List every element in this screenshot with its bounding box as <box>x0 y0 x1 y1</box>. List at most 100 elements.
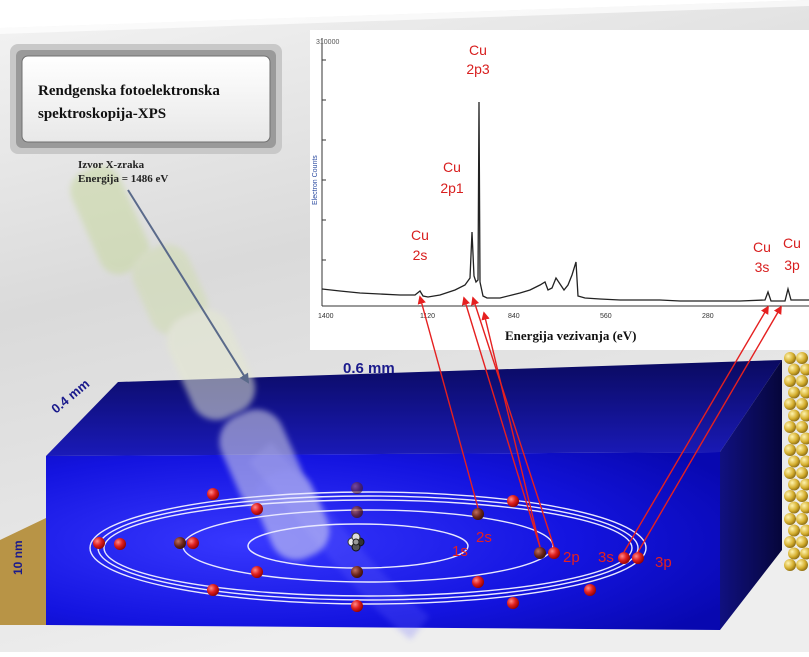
gold-atom <box>788 547 800 560</box>
gold-atom <box>788 524 800 537</box>
gold-atom <box>800 363 809 376</box>
dimension-height: 10 nm <box>11 540 25 575</box>
block-side-face <box>720 360 782 630</box>
gold-atom <box>784 421 796 433</box>
gold-atom <box>784 559 796 571</box>
source-line-2: Energija = 1486 eV <box>78 173 168 185</box>
electron <box>174 537 186 549</box>
gold-atom <box>796 375 808 387</box>
electron <box>472 576 484 588</box>
electron <box>584 584 596 596</box>
spectrum-y-ticks <box>322 59 326 261</box>
emission-arrows <box>417 295 782 553</box>
electron <box>618 552 630 564</box>
gold-atom <box>788 432 800 445</box>
title-line-2: spektroskopija-XPS <box>38 106 166 122</box>
gold-atom <box>796 559 808 571</box>
title-box: Rendgenska fotoelektronska spektroskopij… <box>10 44 282 154</box>
spectrum-x-tick-labels: 1400 1120 840 560 280 <box>318 313 714 320</box>
title-line-1: Rendgenska fotoelektronska <box>38 83 220 99</box>
electron <box>632 552 644 564</box>
orbit-3b <box>89 491 647 605</box>
gold-atom <box>800 478 809 491</box>
electron <box>251 566 263 578</box>
peak-label-3s-element: Cu <box>753 239 771 255</box>
gold-substrate-left <box>0 518 46 625</box>
x-ray-arrow <box>127 189 250 384</box>
gold-atom <box>796 467 808 479</box>
electron <box>507 597 519 609</box>
arrow-3s <box>623 305 769 553</box>
xps-spectrum: 310000 Electron Counts 1400 1120 840 560… <box>310 30 809 350</box>
gold-atom <box>784 490 796 502</box>
electron <box>351 600 363 612</box>
electron <box>472 508 484 520</box>
spectrum-x-axis-label: Energija vezivanja (eV) <box>505 328 636 343</box>
spectrum-background <box>310 30 809 350</box>
gold-atom <box>784 375 796 387</box>
gold-atom <box>788 478 800 491</box>
peak-label-2p3-orbital: 2p3 <box>466 61 490 77</box>
peak-label-3s-orbital: 3s <box>755 259 770 275</box>
arrow-2s <box>417 295 479 509</box>
x-tick-840: 840 <box>508 313 520 320</box>
gold-atom <box>800 501 809 514</box>
electron <box>207 584 219 596</box>
gold-atom <box>788 386 800 399</box>
gold-atom <box>788 409 800 422</box>
gold-atom <box>784 352 796 364</box>
gold-atom <box>800 547 809 560</box>
electron <box>534 547 546 559</box>
gold-atom <box>784 398 796 410</box>
gold-atom-column <box>784 352 809 571</box>
electrons <box>93 482 644 612</box>
x-ray-beam <box>70 165 330 560</box>
shell-label-2p: 2p <box>563 549 580 566</box>
x-tick-280: 280 <box>702 313 714 320</box>
gold-atom <box>796 536 808 548</box>
peak-label-3p-element: Cu <box>783 235 801 251</box>
dimension-width: 0.6 mm <box>343 360 395 377</box>
nucleus <box>347 532 365 552</box>
gold-atom <box>788 363 800 376</box>
arrow-2p1-b <box>471 296 555 548</box>
gold-atom <box>800 386 809 399</box>
gold-atom <box>800 432 809 445</box>
gold-atom <box>796 398 808 410</box>
shell-label-3s: 3s <box>598 549 614 566</box>
electron <box>114 538 126 550</box>
arrow-2p3 <box>481 311 541 548</box>
gold-atom <box>796 444 808 456</box>
peak-label-3p-orbital: 3p <box>784 257 800 273</box>
electron <box>351 506 363 518</box>
arrow-3p <box>637 305 782 553</box>
x-tick-1120: 1120 <box>420 313 435 320</box>
spectrum-line <box>321 101 809 302</box>
electron <box>93 537 105 549</box>
peak-label-2s-element: Cu <box>411 227 429 243</box>
electron <box>251 503 263 515</box>
gold-atom <box>784 444 796 456</box>
gold-atom <box>800 455 809 468</box>
gold-atom <box>796 490 808 502</box>
gold-atom <box>784 536 796 548</box>
orbit-3c <box>103 499 633 597</box>
electron <box>351 482 363 494</box>
spectrum-y-axis-label: Electron Counts <box>312 155 319 205</box>
electron <box>207 488 219 500</box>
shell-labels: 1s 2s 2p 3s 3p <box>452 529 672 571</box>
electron <box>351 566 363 578</box>
gold-atom <box>784 467 796 479</box>
gold-atom <box>796 352 808 364</box>
gold-atom <box>800 409 809 422</box>
x-tick-560: 560 <box>600 313 612 320</box>
peak-label-2s-orbital: 2s <box>413 247 428 263</box>
gold-atom <box>796 421 808 433</box>
shell-label-3p: 3p <box>655 554 672 571</box>
electron <box>507 495 519 507</box>
slide-edge-shadow <box>0 0 809 34</box>
gold-atom <box>784 513 796 525</box>
gold-atom <box>796 513 808 525</box>
gold-atom <box>788 501 800 514</box>
